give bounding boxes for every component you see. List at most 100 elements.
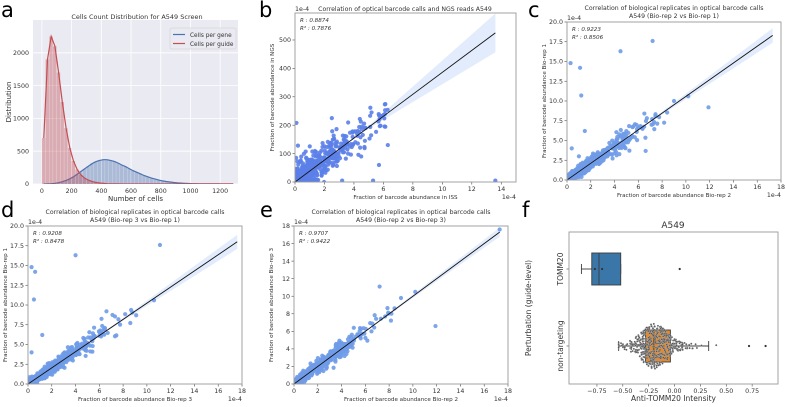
swarm-point bbox=[625, 348, 628, 351]
data-point bbox=[339, 343, 344, 349]
y-tick-label: 2.5 bbox=[14, 361, 24, 368]
swarm-point bbox=[658, 335, 661, 338]
data-point bbox=[347, 334, 352, 339]
data-point bbox=[368, 105, 373, 110]
swarm-point bbox=[639, 343, 642, 346]
y-tick-label: 10.0 bbox=[10, 302, 24, 309]
x-tick-label: 12 bbox=[433, 388, 441, 395]
y-tick-label: 4 bbox=[286, 346, 290, 353]
y-tick-label: 200 bbox=[279, 122, 291, 129]
histogram-bar bbox=[60, 102, 64, 184]
y-tick-label: 20.0 bbox=[549, 19, 563, 26]
swarm-point bbox=[691, 347, 694, 350]
box-1 bbox=[617, 322, 767, 370]
y-tick-label: TOMM20 bbox=[556, 252, 565, 286]
y-tick-label: 12 bbox=[282, 276, 290, 283]
swarm-point bbox=[617, 346, 620, 349]
swarm-point bbox=[700, 344, 703, 347]
x-axis-label: Number of cells bbox=[108, 195, 163, 203]
data-point bbox=[83, 353, 88, 359]
data-point bbox=[327, 355, 332, 360]
x-axis-label: Fraction of barcode abundance Bio-rep 3 bbox=[78, 397, 192, 403]
swarm-point bbox=[641, 340, 645, 343]
data-point bbox=[314, 172, 319, 178]
data-point bbox=[652, 127, 657, 132]
y-tick-label: 0 bbox=[287, 179, 291, 186]
histogram-bar bbox=[105, 159, 109, 184]
panel-d: d Correlation of biological replicates in… bbox=[1, 198, 246, 403]
data-point bbox=[320, 144, 325, 150]
swarm-point bbox=[659, 355, 662, 358]
data-point bbox=[301, 372, 306, 377]
data-point bbox=[114, 333, 119, 338]
data-point bbox=[593, 161, 598, 166]
data-point bbox=[618, 127, 623, 133]
data-point bbox=[296, 162, 301, 167]
swarm-point bbox=[640, 331, 643, 334]
data-point bbox=[570, 169, 575, 174]
chart-title: Correlation of biological replicates in … bbox=[46, 209, 225, 216]
swarm-point bbox=[645, 349, 648, 353]
swarm-point bbox=[677, 345, 680, 348]
data-point bbox=[314, 368, 320, 373]
swarm-point bbox=[669, 334, 672, 337]
plot-area bbox=[41, 34, 234, 184]
data-point bbox=[350, 129, 355, 134]
data-point bbox=[348, 141, 354, 147]
swarm-point bbox=[663, 332, 666, 335]
swarm-point bbox=[656, 324, 660, 327]
data-point bbox=[62, 365, 67, 370]
swarm-point bbox=[630, 340, 633, 344]
swarm-point bbox=[660, 361, 663, 364]
swarm-point bbox=[653, 338, 657, 341]
data-point bbox=[325, 139, 330, 144]
swarm-point bbox=[646, 328, 649, 331]
swarm-point bbox=[669, 339, 672, 342]
stat-label: R : 0.9223 bbox=[572, 27, 601, 33]
data-point bbox=[42, 366, 47, 371]
data-point bbox=[590, 153, 596, 158]
regression-line bbox=[294, 231, 500, 384]
data-point bbox=[358, 336, 363, 341]
swarm-point bbox=[652, 358, 655, 361]
swarm-point bbox=[649, 330, 652, 333]
y-tick-label: 300 bbox=[279, 94, 291, 101]
swarm-point bbox=[632, 347, 635, 350]
y-offset-text: 1e-4 bbox=[295, 6, 309, 13]
swarm-point bbox=[634, 342, 637, 345]
swarm-point bbox=[649, 352, 652, 355]
x-tick-label: 2 bbox=[589, 184, 593, 191]
swarm-point bbox=[640, 343, 644, 346]
x-tick-label: 14 bbox=[456, 388, 464, 395]
swarm-point bbox=[644, 328, 647, 331]
data-point bbox=[764, 344, 767, 348]
data-point bbox=[493, 178, 498, 182]
swarm-point bbox=[665, 334, 668, 337]
data-point bbox=[102, 327, 107, 332]
swarm-point bbox=[669, 348, 672, 351]
plot-frame bbox=[294, 12, 517, 183]
data-point bbox=[324, 360, 330, 365]
data-point bbox=[348, 152, 354, 157]
data-point bbox=[91, 336, 96, 341]
histogram-bar bbox=[93, 182, 98, 184]
swarm-point bbox=[715, 344, 718, 347]
data-point bbox=[297, 169, 302, 174]
data-point bbox=[321, 179, 327, 182]
histogram-bar bbox=[71, 161, 76, 184]
data-point bbox=[617, 151, 622, 157]
swarm-point bbox=[669, 354, 672, 357]
data-point bbox=[568, 60, 573, 66]
swarm-point bbox=[621, 346, 625, 349]
histogram-bar bbox=[56, 72, 61, 184]
histogram-bar bbox=[45, 59, 50, 184]
y-axis-label: Fraction of barcode abundance Bio-rep 1 bbox=[3, 248, 9, 362]
data-point bbox=[104, 309, 109, 314]
x-tick-label: 600 bbox=[125, 188, 137, 195]
swarm-point bbox=[679, 341, 682, 344]
y-tick-label: 12.5 bbox=[549, 78, 563, 85]
swarm-point bbox=[671, 342, 674, 345]
data-point bbox=[335, 344, 341, 349]
swarm-point bbox=[634, 348, 638, 351]
box bbox=[591, 252, 622, 286]
